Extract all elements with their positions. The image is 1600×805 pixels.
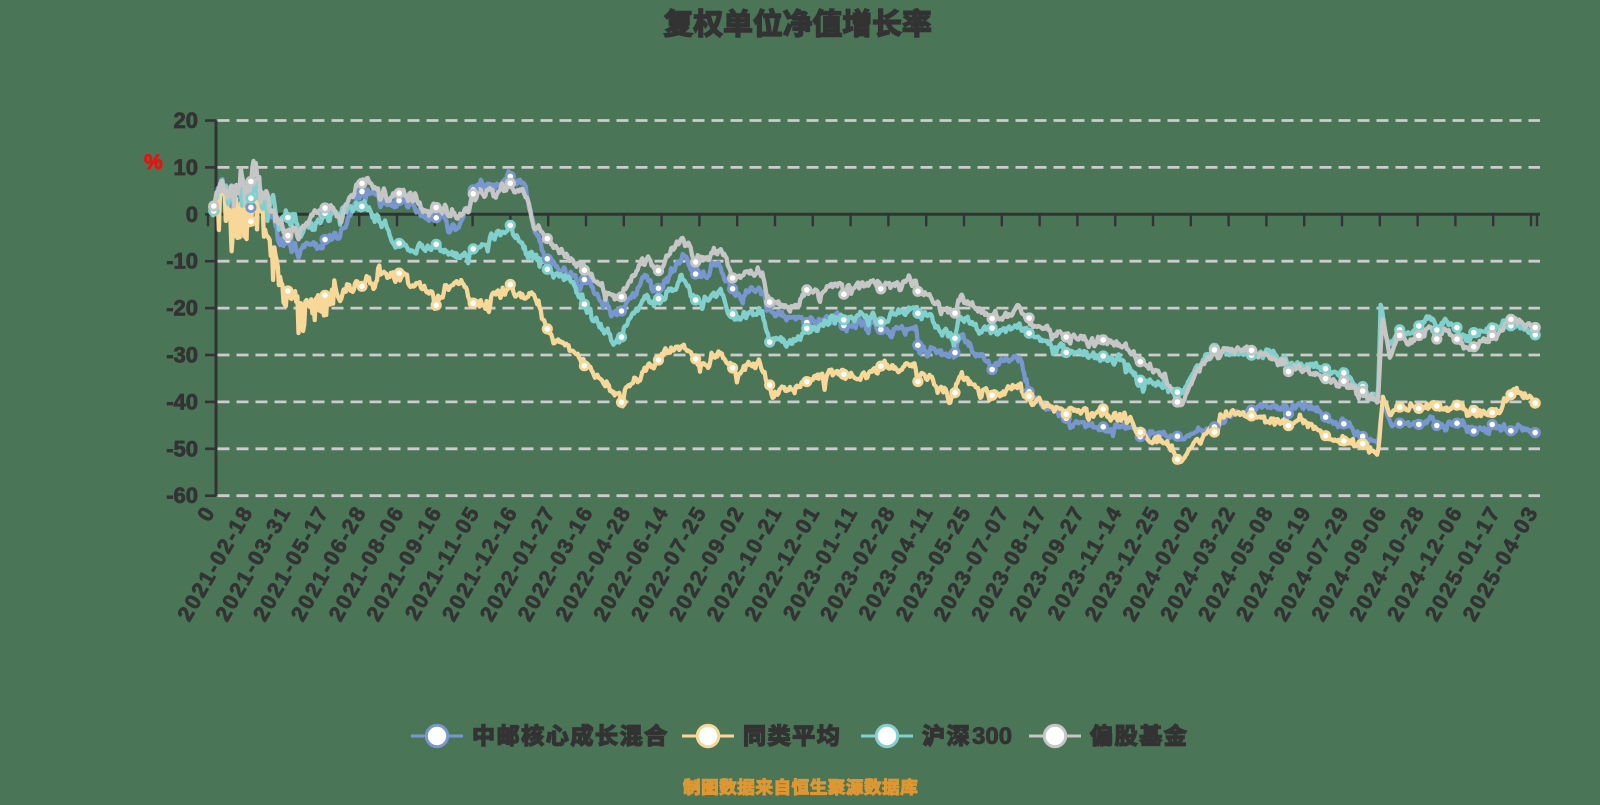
svg-text:-10: -10: [166, 249, 198, 274]
svg-text:%: %: [144, 151, 163, 174]
svg-text:-30: -30: [166, 343, 198, 368]
svg-text:-20: -20: [166, 296, 198, 321]
svg-text:20: 20: [174, 108, 198, 133]
svg-text:0: 0: [186, 202, 198, 227]
svg-text:0: 0: [193, 502, 221, 526]
svg-text:-60: -60: [166, 483, 198, 508]
svg-text:-40: -40: [166, 389, 198, 414]
svg-text:-50: -50: [166, 436, 198, 461]
svg-text:300: 300: [972, 723, 1012, 750]
svg-text:10: 10: [174, 155, 198, 180]
